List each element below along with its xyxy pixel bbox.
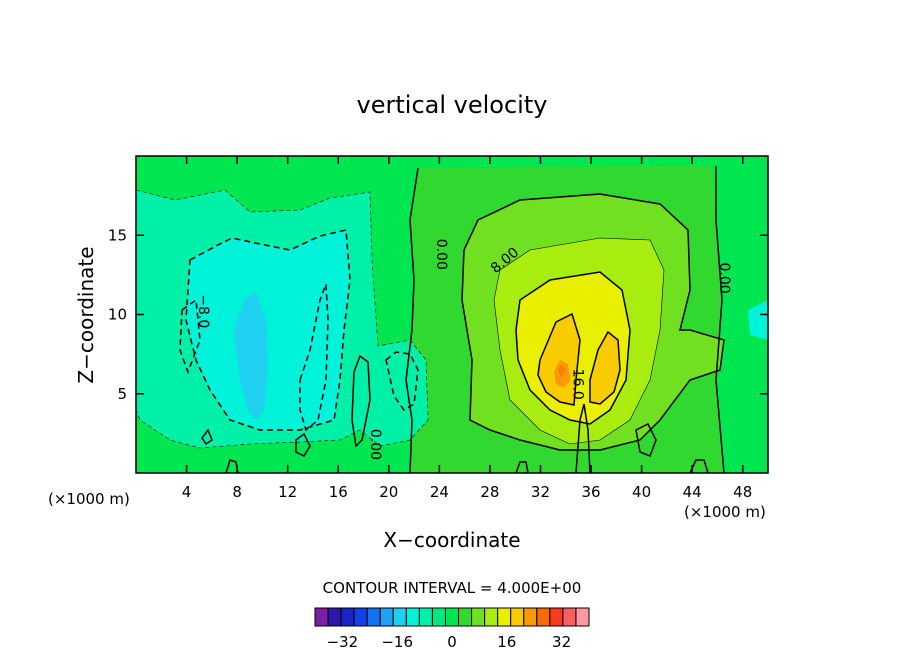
y-tick-label-5: 5 (117, 385, 127, 403)
colorbar-swatch-4 (366, 607, 381, 627)
colorbar-swatch-8 (418, 607, 433, 627)
contour-interval-label: CONTOUR INTERVAL = 4.000E+00 (323, 579, 582, 597)
colorbar-swatch-1 (327, 607, 342, 627)
colorbar-tick-label-0: −32 (327, 633, 359, 651)
contour-pos-16-inner-a (537, 312, 581, 406)
colorbar-swatch-18 (549, 607, 564, 627)
chart-title: vertical velocity (357, 91, 548, 119)
contour-label-3: 0.00 (716, 262, 732, 293)
contour-neg-8-d (385, 351, 419, 411)
contour-neg-8 (185, 229, 351, 431)
colorbar-swatch-12 (471, 607, 486, 627)
x-tick-label-12: 12 (278, 483, 297, 501)
x-tick-label-24: 24 (430, 483, 449, 501)
x-tick-label-8: 8 (232, 483, 242, 501)
region-level-neg8 (186, 230, 350, 430)
contour-field (136, 156, 768, 473)
colorbar-swatch-3 (353, 607, 368, 627)
x-tick-label-20: 20 (379, 483, 398, 501)
colorbar-swatch-7 (405, 607, 420, 627)
colorbar-tick-label-3: 16 (497, 633, 516, 651)
contour-spike-2 (515, 461, 529, 473)
colorbar-tick-label-4: 32 (552, 633, 571, 651)
colorbar-swatch-15 (510, 607, 525, 627)
contour-neg-8-b (179, 298, 201, 375)
x-axis-label: X−coordinate (383, 528, 520, 552)
x-tick-label-16: 16 (329, 483, 348, 501)
contour-spike-1 (575, 403, 591, 473)
contour-pos-16-inner-b (589, 330, 621, 405)
x-tick-label-44: 44 (683, 483, 702, 501)
colorbar-swatch-13 (484, 607, 499, 627)
colorbar-swatch-11 (458, 607, 473, 627)
x-axis: 4 8 12 16 20 24 28 32 36 40 44 48 (182, 156, 752, 501)
contour-label-4: 0.00 (367, 429, 383, 460)
colorbar-tick-label-2: 0 (447, 633, 457, 651)
contour-zero-right (715, 166, 725, 473)
colorbar-swatch-14 (497, 607, 512, 627)
colorbar-swatch-10 (444, 607, 460, 627)
colorbar-swatch-2 (340, 607, 355, 627)
contour-label-5: 16.0 (569, 369, 585, 400)
y-axis: 5 10 15 (108, 226, 768, 403)
region-level-neg12 (234, 292, 268, 420)
contour-spike-3 (689, 459, 709, 473)
contour-lines (136, 166, 725, 473)
x-tick-label-36: 36 (581, 483, 600, 501)
contour-zero-left (405, 167, 419, 473)
y-axis-label: Z−coordinate (74, 246, 98, 383)
y-tick-label-15: 15 (108, 226, 127, 244)
colorbar-swatch-0 (314, 607, 329, 627)
colorbar-swatch-6 (392, 607, 407, 627)
region-level-neg12-edge (748, 300, 768, 340)
contour-neg-8-c (299, 283, 329, 432)
contour-neg-4-thin (136, 189, 429, 449)
colorbar-swatch-19 (562, 607, 577, 627)
contour-small-2 (201, 428, 213, 446)
contour-label-0: −8.0 (195, 294, 211, 328)
x-unit-right: (×1000 m) (684, 503, 766, 521)
x-tick-label-32: 32 (531, 483, 550, 501)
x-tick-label-28: 28 (480, 483, 499, 501)
x-tick-label-40: 40 (632, 483, 651, 501)
y-tick-label-10: 10 (108, 306, 127, 324)
contour-small-4 (351, 354, 371, 448)
region-level-20-a (538, 314, 580, 405)
region-level-20-b (590, 332, 620, 404)
colorbar-swatch-16 (523, 607, 538, 627)
colorbar-swatch-9 (431, 607, 446, 627)
contour-pos-12-thin (493, 237, 665, 445)
region-level-28 (558, 364, 566, 378)
contour-small-3 (635, 422, 657, 457)
contour-small-1 (295, 432, 311, 457)
contour-label-1: 0.00 (433, 239, 449, 270)
contour-pos-16 (515, 271, 631, 425)
x-tick-label-4: 4 (182, 483, 192, 501)
colorbar-swatch-17 (536, 607, 551, 627)
colorbar-swatch-5 (379, 607, 394, 627)
contour-pos-8 (461, 193, 725, 451)
x-unit-left: (×1000 m) (48, 490, 130, 508)
colorbar: −32 −16 0 16 32 (314, 607, 590, 651)
colorbar-tick-label-1: −16 (381, 633, 413, 651)
colorbar-swatch-20 (575, 607, 590, 627)
x-tick-label-48: 48 (733, 483, 752, 501)
